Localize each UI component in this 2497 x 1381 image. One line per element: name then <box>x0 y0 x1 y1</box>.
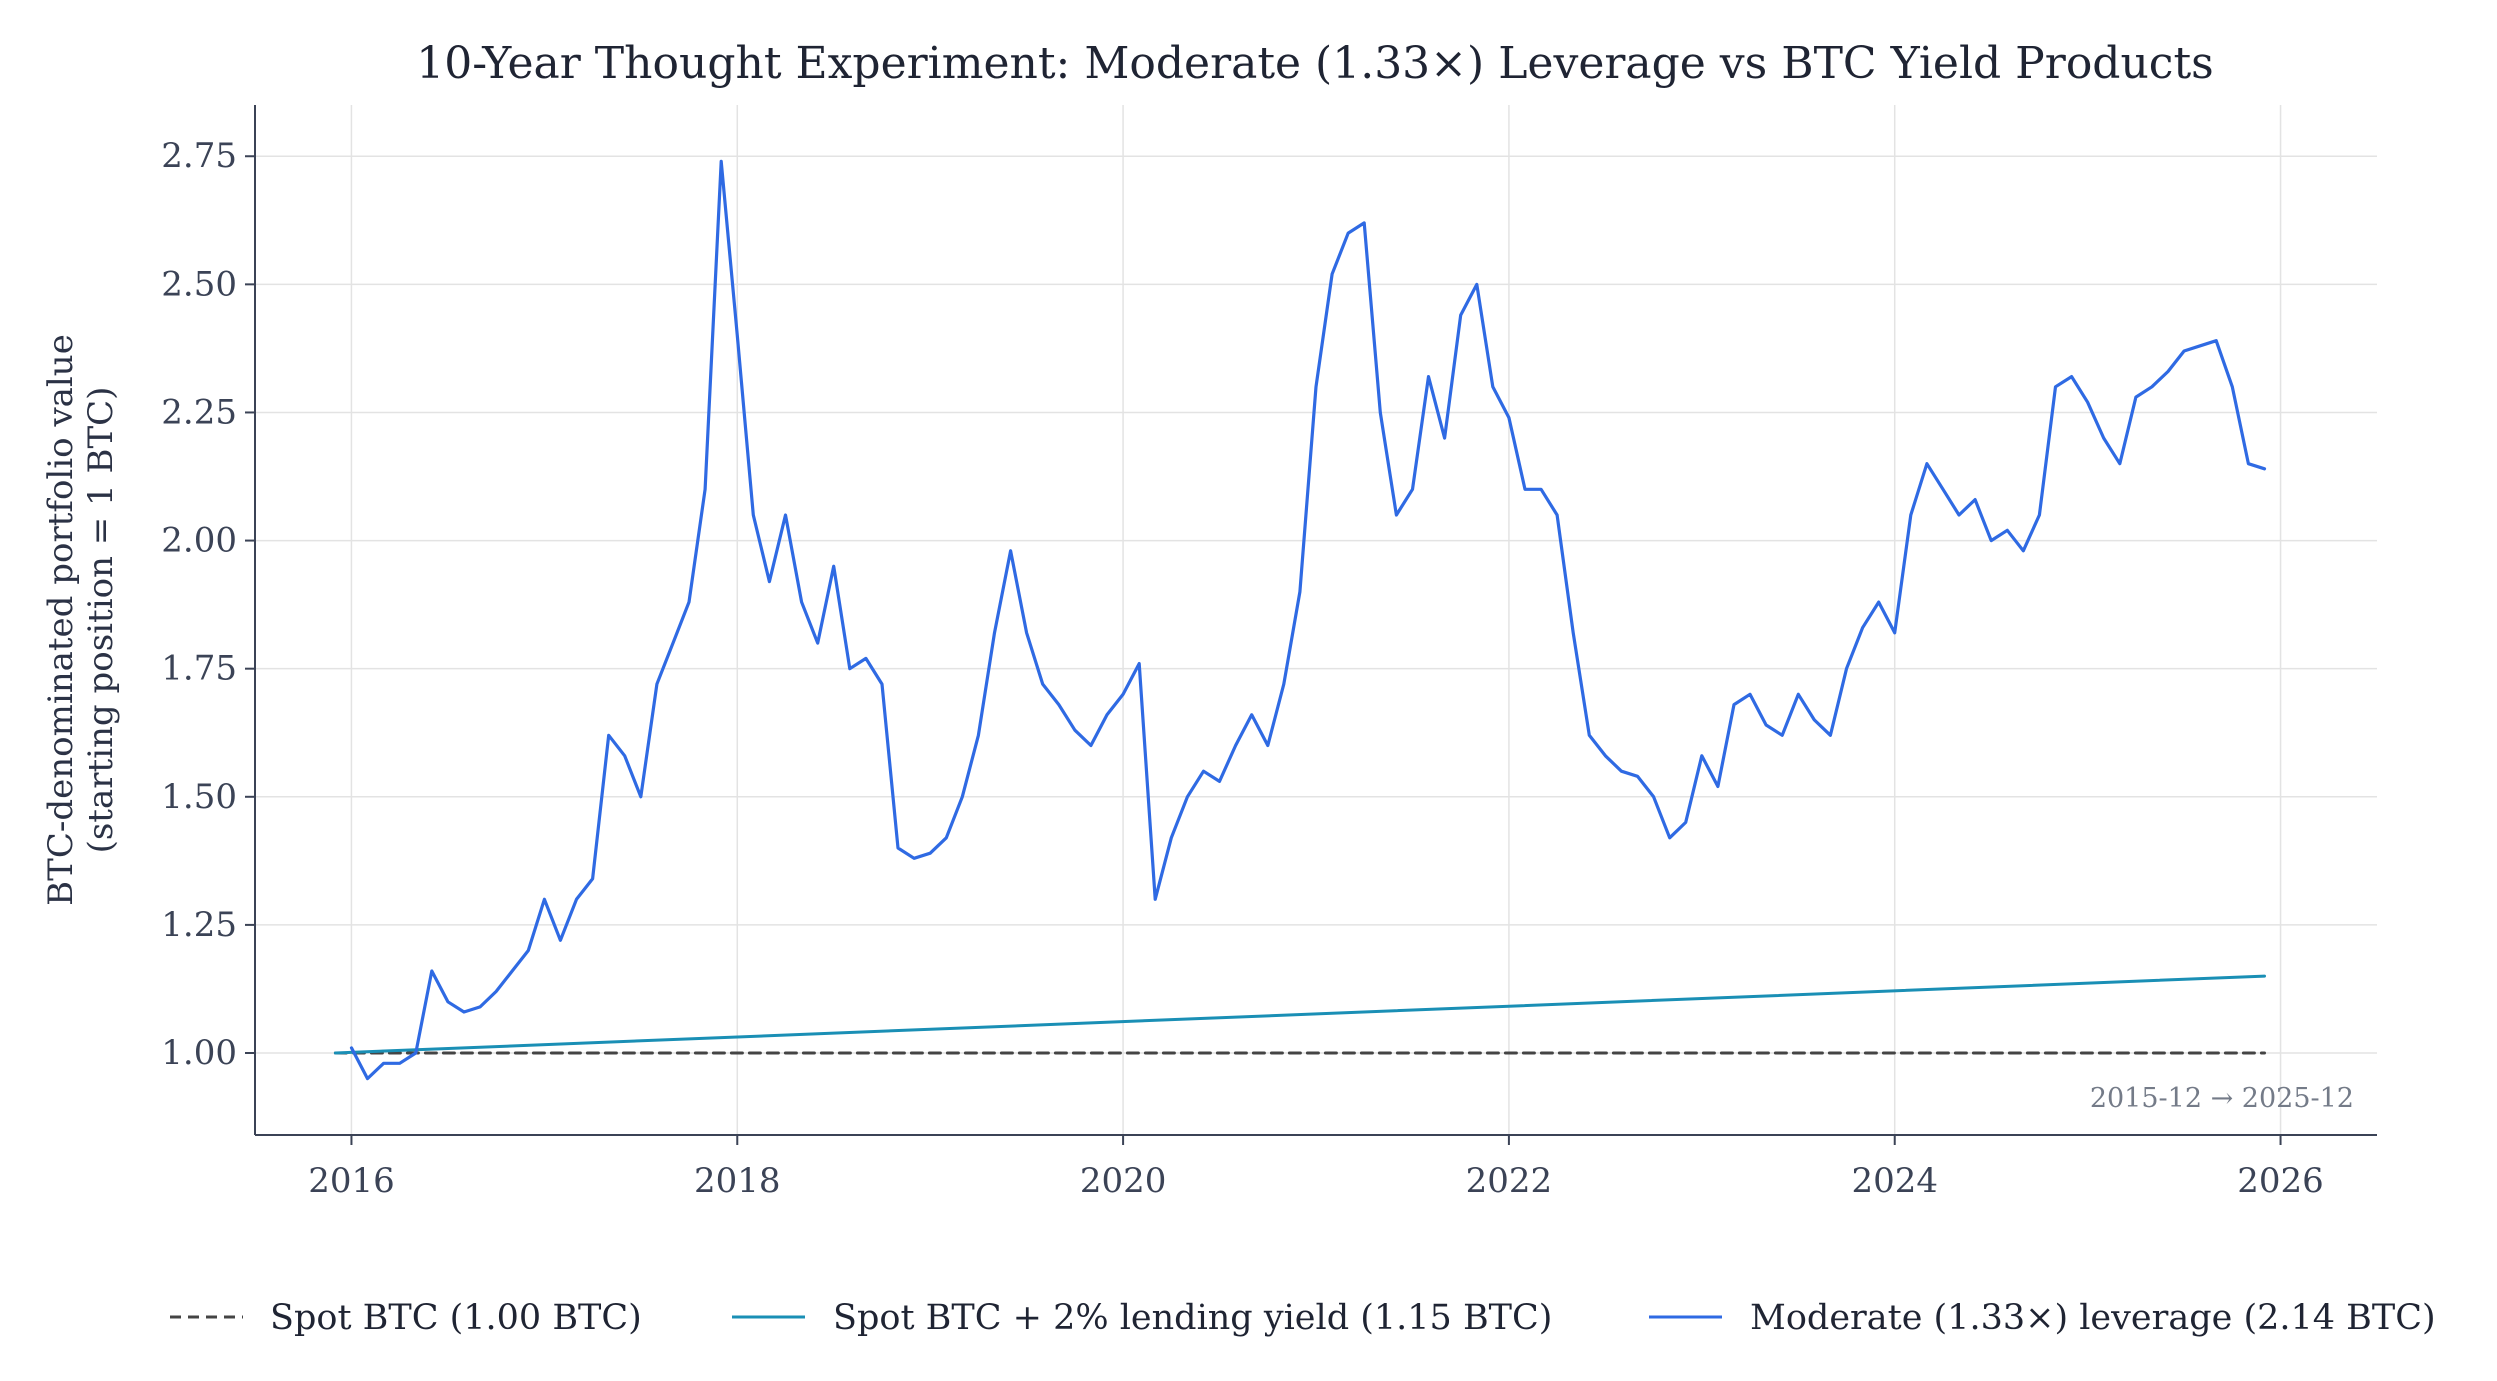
x-tick-label: 2026 <box>2237 1161 2324 1201</box>
plot-area <box>333 159 2267 1081</box>
y-tick-label: 1.25 <box>161 905 237 945</box>
y-ticks: 1.00 1.25 1.50 1.75 2.00 2.25 2.50 2.75 <box>161 136 255 1073</box>
y-tick-label: 2.50 <box>161 264 237 304</box>
y-tick-label: 1.50 <box>161 777 237 817</box>
y-axis-label: BTC-denominated portfolio value (startin… <box>41 334 121 906</box>
legend-label-spot: Spot BTC (1.00 BTC) <box>270 1298 642 1338</box>
y-axis-label-line2: (starting position = 1 BTC) <box>81 387 121 854</box>
legend-item-spot: Spot BTC (1.00 BTC) <box>170 1298 642 1338</box>
series-lending-yield <box>333 974 2266 1055</box>
grid <box>255 105 2377 1135</box>
legend-item-lending: Spot BTC + 2% lending yield (1.15 BTC) <box>732 1298 1552 1338</box>
x-ticks: 2016 2018 2020 2022 2024 2026 <box>308 1135 2324 1201</box>
x-tick-label: 2022 <box>1466 1161 1553 1201</box>
x-tick-label: 2024 <box>1851 1161 1938 1201</box>
y-axis-label-line1: BTC-denominated portfolio value <box>41 334 81 906</box>
series-moderate-leverage <box>349 159 2267 1081</box>
y-tick-label: 2.75 <box>161 136 237 176</box>
x-tick-label: 2018 <box>694 1161 781 1201</box>
y-tick-label: 2.00 <box>161 521 237 561</box>
date-range-annotation: 2015-12 → 2025-12 <box>2090 1083 2354 1114</box>
y-tick-label: 2.25 <box>161 392 237 432</box>
legend-label-lending: Spot BTC + 2% lending yield (1.15 BTC) <box>833 1298 1552 1338</box>
x-tick-label: 2016 <box>308 1161 395 1201</box>
y-tick-label: 1.75 <box>161 649 237 689</box>
chart-title: 10-Year Thought Experiment: Moderate (1.… <box>416 38 2213 89</box>
legend-label-leverage: Moderate (1.33×) leverage (2.14 BTC) <box>1750 1298 2436 1338</box>
legend: Spot BTC (1.00 BTC) Spot BTC + 2% lendin… <box>170 1298 2436 1338</box>
x-tick-label: 2020 <box>1080 1161 1167 1201</box>
legend-item-leverage: Moderate (1.33×) leverage (2.14 BTC) <box>1649 1298 2436 1338</box>
y-tick-label: 1.00 <box>161 1033 237 1073</box>
